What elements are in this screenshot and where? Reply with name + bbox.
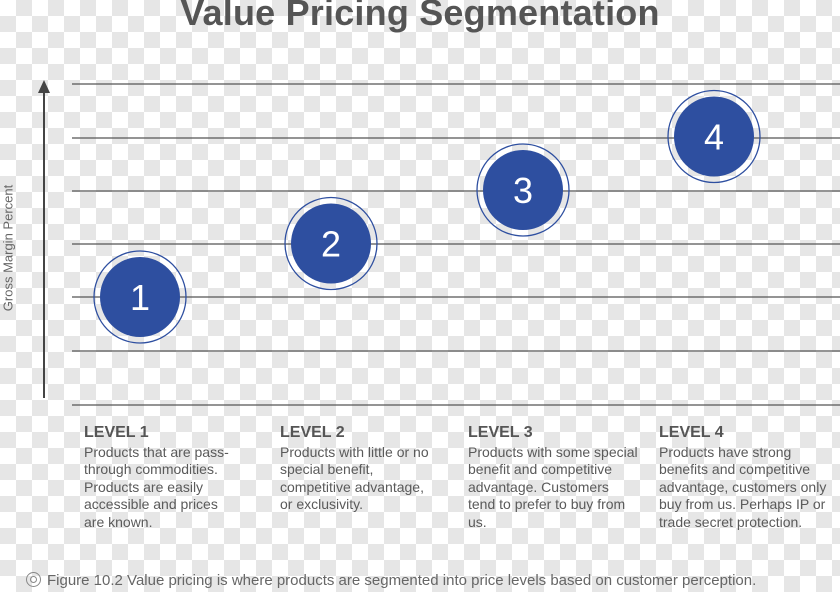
- figure-caption: Figure 10.2 Value pricing is where produ…: [26, 572, 756, 589]
- level-1-title: LEVEL 1: [84, 424, 149, 441]
- level-2-description: Products with little or no special benef…: [280, 444, 429, 513]
- level-4-marker-label: 4: [704, 117, 724, 158]
- level-1-marker-ring: [93, 250, 187, 344]
- level-1-description: Products that are pass-through commoditi…: [84, 444, 229, 530]
- level-2-block: LEVEL 2 Products with little or no speci…: [280, 424, 460, 514]
- y-axis-arrowhead: [38, 80, 50, 93]
- level-4-block: LEVEL 4 Products have strong benefits an…: [659, 424, 839, 531]
- segmentation-chart: 1 2 3 4: [38, 80, 840, 406]
- level-4-title: LEVEL 4: [659, 424, 724, 441]
- page-title: Value Pricing Segmentation: [180, 0, 660, 33]
- level-3-marker: [483, 150, 563, 230]
- level-1-block: LEVEL 1 Products that are pass-through c…: [84, 424, 264, 531]
- figure-caption-text: Figure 10.2 Value pricing is where produ…: [47, 572, 757, 589]
- level-3-marker-label: 3: [513, 170, 533, 211]
- level-3-description: Products with some special benefit and c…: [468, 444, 638, 530]
- level-4-description: Products have strong benefits and compet…: [659, 444, 827, 530]
- level-3-block: LEVEL 3 Products with some special benef…: [468, 424, 648, 531]
- level-2-marker-label: 2: [321, 224, 341, 265]
- level-1-marker-label: 1: [130, 277, 150, 318]
- level-3-title: LEVEL 3: [468, 424, 533, 441]
- level-1-marker: [100, 257, 180, 337]
- level-4-marker-ring: [667, 89, 761, 184]
- level-2-title: LEVEL 2: [280, 424, 345, 441]
- level-3-marker-ring: [476, 143, 570, 237]
- level-2-marker: [291, 203, 371, 284]
- level-4-marker: [674, 96, 754, 177]
- copyright-icon: [26, 572, 41, 587]
- level-2-marker-ring: [284, 196, 378, 291]
